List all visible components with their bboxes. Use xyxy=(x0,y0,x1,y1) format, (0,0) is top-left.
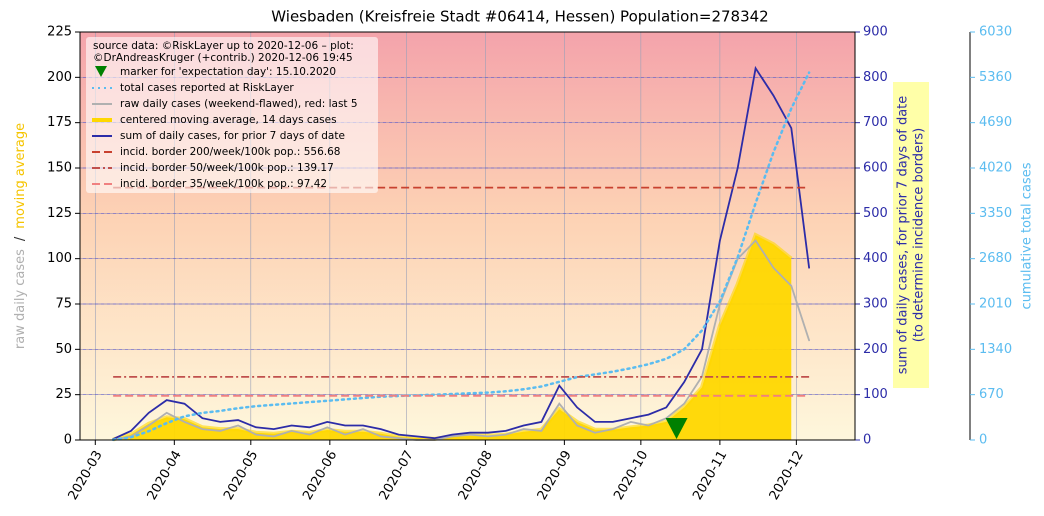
plot-frame xyxy=(79,31,856,441)
y-tick-label: 25 xyxy=(55,387,72,402)
y3-tick-label: 3350 xyxy=(979,206,1012,221)
y-tick-label: 175 xyxy=(47,115,72,130)
y2-tick-label: 200 xyxy=(863,342,888,357)
x-tick-label: 2020-08 xyxy=(456,448,496,503)
y-tick-label: 125 xyxy=(47,206,72,221)
legend-header: ©DrAndreasKruger (+contrib.) 2020-12-06 … xyxy=(93,52,353,64)
x-tick-label: 2020-04 xyxy=(145,448,185,503)
y3-tick-label: 6030 xyxy=(979,25,1012,40)
y-tick-label: 75 xyxy=(55,297,72,312)
series-line xyxy=(112,65,810,440)
y-tick-label: 100 xyxy=(47,251,72,266)
legend-header: source data: ©RiskLayer up to 2020-12-06… xyxy=(93,40,354,52)
legend-label: total cases reported at RiskLayer xyxy=(120,82,294,94)
x-tick-label: 2020-09 xyxy=(535,448,575,503)
legend-label: marker for 'expectation day': 15.10.2020 xyxy=(120,66,336,78)
y3-tick-label: 4020 xyxy=(979,161,1012,176)
legend-label: raw daily cases (weekend-flawed), red: l… xyxy=(120,98,358,110)
y-tick-label: 200 xyxy=(47,70,72,85)
legend-label: incid. border 35/week/100k pop.: 97.42 xyxy=(120,178,327,190)
y2-tick-label: 500 xyxy=(863,206,888,221)
y2-tick-label: 300 xyxy=(863,297,888,312)
y2-tick-label: 800 xyxy=(863,70,888,85)
y-tick-label: 50 xyxy=(55,342,72,357)
legend-label: incid. border 200/week/100k pop.: 556.68 xyxy=(120,146,340,158)
y-tick-label: 150 xyxy=(47,161,72,176)
y-tick-label: 0 xyxy=(64,433,72,448)
x-tick-label: 2020-03 xyxy=(66,448,106,503)
y2-label-box xyxy=(893,82,929,388)
expectation-marker xyxy=(665,418,688,439)
legend-box xyxy=(86,37,378,193)
y2-tick-label: 400 xyxy=(863,251,888,266)
y2-tick-label: 100 xyxy=(863,387,888,402)
y3-tick-label: 5360 xyxy=(979,70,1012,85)
x-tick-label: 2020-05 xyxy=(221,448,261,503)
y-tick-label: 225 xyxy=(47,25,72,40)
y-label-part: moving average xyxy=(13,123,28,229)
y3-tick-label: 2010 xyxy=(979,297,1012,312)
y-label-part: raw daily cases xyxy=(13,249,28,349)
y2-tick-label: 600 xyxy=(863,161,888,176)
y-axis-label: raw daily cases / moving average xyxy=(13,123,28,349)
y3-tick-label: 2680 xyxy=(979,251,1012,266)
y2-tick-label: 900 xyxy=(863,25,888,40)
y3-tick-label: 0 xyxy=(979,433,987,448)
legend-label: sum of daily cases, for prior 7 days of … xyxy=(120,130,345,142)
x-tick-label: 2020-06 xyxy=(300,448,340,503)
legend-label: centered moving average, 14 days cases xyxy=(120,114,337,126)
legend: source data: ©RiskLayer up to 2020-12-06… xyxy=(86,37,378,193)
y3-tick-label: 4690 xyxy=(979,115,1012,130)
y3-tick-label: 670 xyxy=(979,387,1004,402)
y3-axis-label: cumulative total cases xyxy=(1020,162,1035,309)
y-label-part: / xyxy=(13,236,28,241)
x-tick-label: 2020-10 xyxy=(611,448,651,503)
x-tick-label: 2020-11 xyxy=(690,448,730,503)
legend-label: incid. border 50/week/100k pop.: 139.17 xyxy=(120,162,334,174)
y2-axis-label: sum of daily cases, for prior 7 days of … xyxy=(896,96,911,375)
series-line xyxy=(112,239,810,441)
y3-tick-label: 1340 xyxy=(979,342,1012,357)
y2-tick-label: 0 xyxy=(863,433,871,448)
x-tick-label: 2020-12 xyxy=(767,448,807,503)
y2-tick-label: 700 xyxy=(863,115,888,130)
y2-axis-label: (to determine incidence borders) xyxy=(912,128,927,343)
legend-marker xyxy=(95,66,107,77)
x-tick-label: 2020-07 xyxy=(377,448,417,503)
series-line xyxy=(111,71,811,441)
chart-title: Wiesbaden (Kreisfreie Stadt #06414, Hess… xyxy=(271,8,768,26)
